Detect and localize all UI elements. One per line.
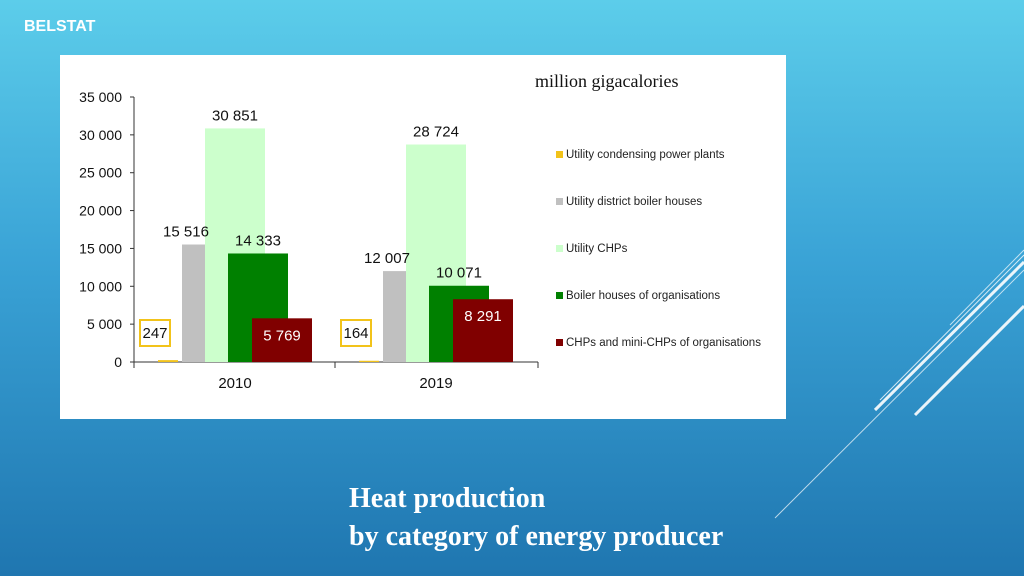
bar-0-2019	[359, 360, 379, 362]
legend-swatch	[556, 245, 563, 252]
data-label-0-2019: 164	[343, 325, 368, 342]
legend-item: Utility CHPs	[556, 225, 761, 272]
legend-item: Boiler houses of organisations	[556, 272, 761, 319]
legend-label: CHPs and mini-CHPs of organisations	[566, 336, 761, 349]
brand-label: BELSTAT	[24, 18, 96, 35]
data-label-1-2010: 15 516	[163, 224, 209, 241]
legend-swatch	[556, 151, 563, 158]
data-label-1-2019: 12 007	[364, 250, 410, 267]
x-category-label: 2019	[419, 375, 452, 392]
chart-legend: Utility condensing power plants Utility d…	[556, 131, 761, 366]
bar-chart: 0 5 000 10 000 15 000 20 000 25 000 30 000 35 0…	[79, 89, 539, 392]
y-tick-label: 0	[114, 354, 122, 370]
data-label-3-2019: 10 071	[436, 265, 482, 282]
highlight-box-2010	[139, 319, 171, 347]
y-tick-label: 10 000	[79, 278, 122, 294]
bar-4-2019	[453, 299, 513, 362]
caption-line-1: Heat production	[349, 483, 546, 514]
highlight-box-2019	[340, 319, 372, 347]
bar-0-2010	[158, 360, 178, 362]
bar-1-2019	[383, 271, 407, 362]
y-tick-label: 35 000	[79, 89, 122, 105]
legend-label: Utility condensing power plants	[566, 148, 725, 161]
legend-swatch	[556, 198, 563, 205]
data-label-2-2019: 28 724	[413, 124, 459, 141]
data-label-4-2019: 8 291	[464, 308, 502, 325]
legend-label: Utility district boiler houses	[566, 195, 703, 208]
legend-swatch	[556, 339, 563, 346]
data-label-4-2010: 5 769	[263, 327, 301, 344]
data-label-0-2010: 247	[142, 325, 167, 342]
y-tick-label: 5 000	[87, 316, 122, 332]
legend-swatch	[556, 292, 563, 299]
legend-item: Utility district boiler houses	[556, 178, 761, 225]
bar-4-2010	[252, 318, 312, 362]
legend-item: Utility condensing power plants	[556, 131, 761, 178]
y-tick-label: 15 000	[79, 240, 122, 256]
caption-line-2: by category of energy producer	[349, 521, 724, 552]
y-tick-label: 20 000	[79, 203, 122, 219]
unit-label: million gigacalories	[535, 71, 679, 91]
bar-1-2010	[182, 244, 206, 362]
legend-label: Utility CHPs	[566, 242, 628, 255]
y-tick-label: 30 000	[79, 127, 122, 143]
data-label-2-2010: 30 851	[212, 107, 258, 124]
y-tick-label: 25 000	[79, 165, 122, 181]
x-category-label: 2010	[218, 375, 251, 392]
legend-label: Boiler houses of organisations	[566, 289, 721, 302]
data-label-3-2010: 14 333	[235, 232, 281, 249]
chart-panel: 0 5 000 10 000 15 000 20 000 25 000 30 000 35 0…	[60, 55, 786, 419]
legend-item: CHPs and mini-CHPs of organisations	[556, 319, 761, 366]
slide-caption: Heat production by category of energy pr…	[349, 480, 723, 556]
